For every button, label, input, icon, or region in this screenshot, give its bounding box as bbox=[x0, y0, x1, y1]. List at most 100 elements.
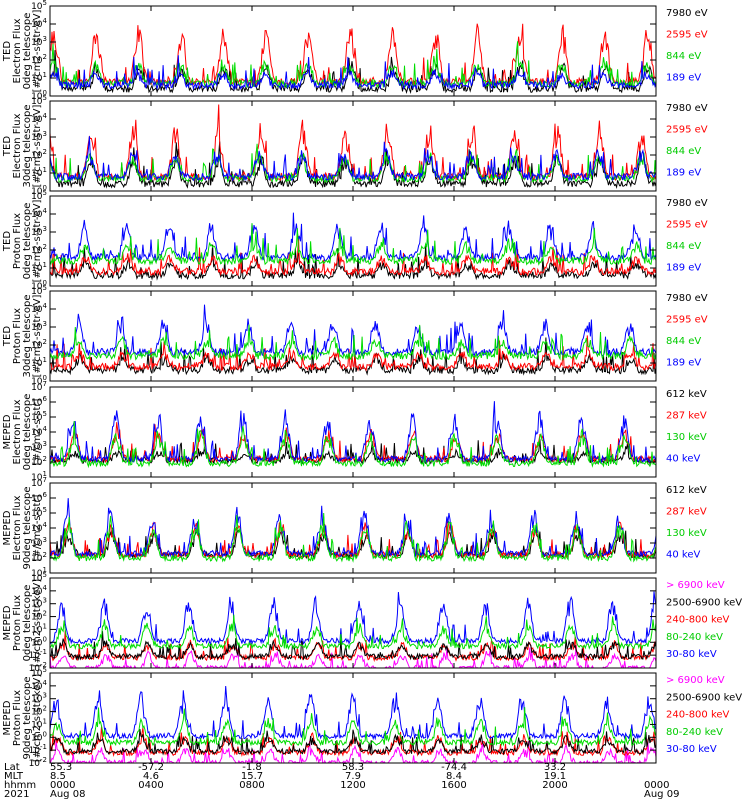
legend-entry: 7980 eV bbox=[666, 103, 708, 114]
series-line-8-4 bbox=[50, 685, 656, 741]
panel-2-series bbox=[50, 104, 656, 190]
legend-entry: 844 eV bbox=[666, 336, 701, 347]
series-line-4-3 bbox=[50, 304, 656, 358]
x-tick-mlt: 7.9 bbox=[345, 771, 361, 782]
legend-entry: 2595 eV bbox=[666, 219, 708, 230]
y-axis-label: [#/cm2-s-str] bbox=[32, 494, 43, 561]
y-axis-label: 0deg telescope bbox=[22, 203, 33, 280]
legend-entry: 189 eV bbox=[666, 72, 701, 83]
y-axis-label: 30deg telescope bbox=[22, 294, 33, 377]
legend-entry: 612 keV bbox=[666, 389, 707, 400]
y-axis-label: Proton Flux bbox=[12, 308, 23, 364]
x-tick-date: Aug 09 bbox=[644, 789, 679, 800]
legend-entry: 2595 eV bbox=[666, 29, 708, 40]
x-tick-lat: -57.2 bbox=[138, 762, 164, 773]
y-axis-label: 90deg telescope bbox=[22, 676, 33, 759]
legend-entry: 30-80 keV bbox=[666, 744, 717, 755]
y-axis-label: MEPED bbox=[2, 605, 13, 640]
series-line-1-4 bbox=[50, 55, 656, 91]
y-axis-label: MEPED bbox=[2, 700, 13, 735]
y-axis-label: [#/cm2-s-str-eV] bbox=[32, 105, 43, 188]
x-tick-lat: 58.3 bbox=[342, 762, 364, 773]
x-tick-hhmm: 0000 bbox=[644, 780, 669, 791]
y-axis-label: Electron Flux bbox=[12, 495, 23, 560]
panel-5-series bbox=[50, 401, 656, 469]
series-line-6-4 bbox=[50, 512, 656, 563]
series-line-8-3 bbox=[50, 729, 656, 756]
legend-entry: 612 keV bbox=[666, 485, 707, 496]
legend-entry: 189 eV bbox=[666, 167, 701, 178]
y-axis-label: [#/cm2-s-str] bbox=[32, 398, 43, 465]
x-tick-lat: -1.8 bbox=[242, 762, 262, 773]
legend-entry: 844 eV bbox=[666, 51, 701, 62]
legend-entry: 2500-6900 keV bbox=[666, 597, 742, 608]
legend-entry: 2595 eV bbox=[666, 124, 708, 135]
x-tick-mlt: 15.7 bbox=[241, 771, 263, 782]
legend-entry: 2595 eV bbox=[666, 314, 708, 325]
legend-entry: 844 eV bbox=[666, 241, 701, 252]
series-line-3-4 bbox=[50, 223, 656, 267]
panel-1-series bbox=[50, 23, 656, 95]
x-tick-hhmm: 2000 bbox=[542, 780, 567, 791]
x-tick-hhmm: 1600 bbox=[441, 780, 466, 791]
y-axis-label: Proton Flux bbox=[12, 690, 23, 746]
y-axis-label: 0deg telescope bbox=[22, 394, 33, 471]
series-line-8-5 bbox=[50, 707, 656, 747]
x-tick-lat: 55.3 bbox=[50, 762, 72, 773]
series-line-4-1 bbox=[50, 337, 656, 376]
panel-6-series bbox=[50, 498, 656, 563]
y-axis-label: TED bbox=[2, 41, 13, 62]
legend-entry: 2500-6900 keV bbox=[666, 692, 742, 703]
panel-3-series bbox=[50, 212, 656, 281]
series-line-7-4 bbox=[50, 591, 656, 646]
legend-entry: 287 keV bbox=[666, 410, 707, 421]
y-axis-label: TED bbox=[2, 136, 13, 157]
x-tick-hhmm: 0000 bbox=[50, 780, 75, 791]
x-tick-hhmm: 0800 bbox=[239, 780, 264, 791]
series-line-7-5 bbox=[50, 614, 656, 651]
legend-entry: 130 keV bbox=[666, 528, 707, 539]
x-tick-mlt: 19.1 bbox=[544, 771, 566, 782]
y-axis-label: [#/cm2-s-str-keV] bbox=[32, 579, 43, 667]
series-line-5-4 bbox=[50, 420, 656, 469]
legend-entry: 7980 eV bbox=[666, 8, 708, 19]
y-axis-label: [#/cm2-s-str-eV] bbox=[32, 200, 43, 283]
y-axis-label: Electron Flux bbox=[12, 18, 23, 83]
x-tick-hhmm: 0400 bbox=[138, 780, 163, 791]
x-tick-mlt: 4.6 bbox=[143, 771, 159, 782]
panel-7-series bbox=[50, 591, 656, 668]
x-row-label: 2021 bbox=[4, 789, 29, 800]
legend-entry: 189 eV bbox=[666, 262, 701, 273]
y-axis-label: TED bbox=[2, 326, 13, 347]
legend-entry: 80-240 keV bbox=[666, 632, 723, 643]
series-line-5-3 bbox=[50, 401, 656, 464]
legend-entry: > 6900 keV bbox=[666, 675, 725, 686]
y-axis-label: 0deg telescope bbox=[22, 13, 33, 90]
legend-entry: 7980 eV bbox=[666, 198, 708, 209]
series-line-8-2 bbox=[50, 726, 656, 757]
y-axis-label: TED bbox=[2, 231, 13, 252]
legend-entry: 130 keV bbox=[666, 432, 707, 443]
legend-entry: 189 eV bbox=[666, 357, 701, 368]
series-line-3-2 bbox=[50, 235, 656, 278]
y-axis-label: 90deg telescope bbox=[22, 486, 33, 569]
legend-entry: 30-80 keV bbox=[666, 649, 717, 660]
y-axis-label: Electron Flux bbox=[12, 113, 23, 178]
y-axis-label: Proton Flux bbox=[12, 595, 23, 651]
legend-entry: 240-800 keV bbox=[666, 615, 730, 626]
y-axis-label: 30deg telescope bbox=[22, 104, 33, 187]
panel-4-series bbox=[50, 304, 656, 376]
y-axis-label: Electron Flux bbox=[12, 399, 23, 464]
legend-entry: 40 keV bbox=[666, 549, 700, 560]
legend-entry: 844 eV bbox=[666, 146, 701, 157]
series-line-5-2 bbox=[50, 422, 656, 464]
